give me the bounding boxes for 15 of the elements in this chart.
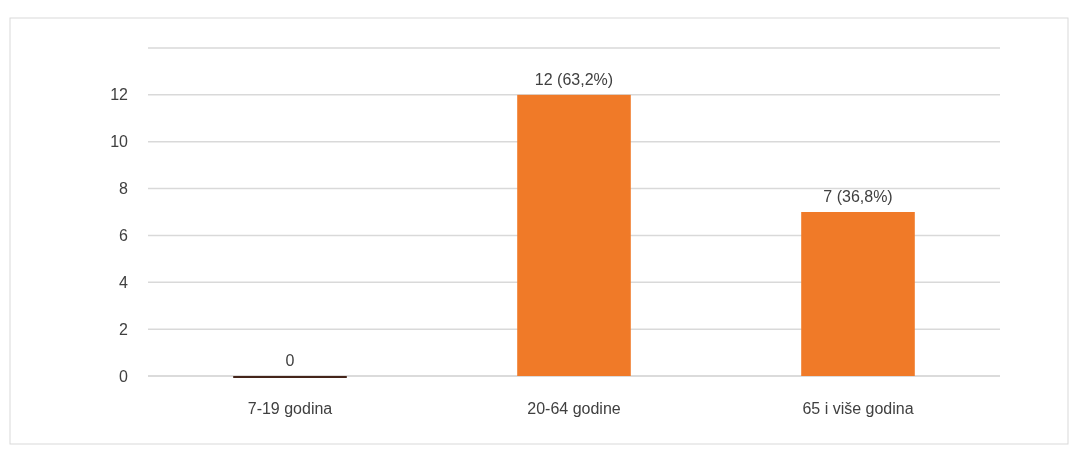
y-tick-label: 12 (110, 86, 129, 104)
y-tick-label: 8 (119, 180, 129, 198)
x-tick-label: 65 i više godina (802, 400, 914, 417)
y-tick-label: 4 (119, 273, 129, 291)
data-label: 0 (285, 352, 295, 369)
y-tick-label: 10 (110, 133, 129, 151)
x-tick-label: 7-19 godina (247, 400, 333, 417)
data-label: 7 (36,8%) (823, 188, 893, 205)
bar (801, 212, 915, 376)
y-tick-label: 2 (119, 320, 129, 338)
x-tick-label: 20-64 godine (527, 400, 621, 417)
y-tick-label: 0 (119, 367, 129, 385)
y-tick-label: 6 (119, 227, 129, 245)
data-label: 12 (63,2%) (534, 70, 614, 88)
bar (517, 94, 631, 376)
